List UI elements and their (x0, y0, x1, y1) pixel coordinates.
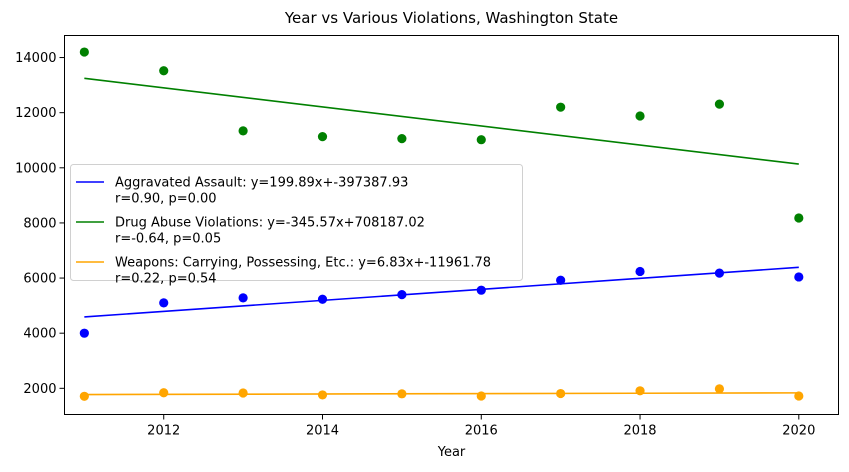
data-point-series-1 (317, 132, 328, 142)
y-tick-label: 8000 (23, 216, 56, 231)
fit-line-series-2 (84, 392, 799, 396)
data-point-series-2 (79, 391, 89, 401)
data-point-series-0 (794, 272, 804, 282)
y-tick-label: 2000 (23, 382, 56, 397)
data-points (79, 47, 804, 401)
data-point-series-1 (397, 133, 407, 144)
x-tick-label: 2014 (306, 424, 339, 439)
data-point-series-2 (635, 386, 645, 396)
data-point-series-1 (556, 102, 566, 112)
data-point-series-2 (317, 390, 328, 400)
data-point-series-0 (635, 266, 645, 277)
data-point-series-2 (476, 391, 486, 401)
x-tick-label: 2016 (465, 424, 498, 439)
y-tick-label: 6000 (23, 272, 56, 287)
data-point-series-1 (476, 135, 486, 145)
data-point-series-0 (238, 293, 248, 303)
y-tick-label: 4000 (23, 327, 56, 342)
x-tick-label: 2020 (782, 424, 815, 439)
fit-line-series-1 (84, 77, 799, 165)
axis-ticks: 2012 2014 2016 2018 2020 2000 4000 6000 8000 1000… (15, 51, 815, 438)
legend-label-line1: Weapons: Carrying, Possessing, Etc.: y=6… (115, 256, 491, 271)
data-point-series-0 (159, 298, 169, 308)
data-point-series-1 (714, 99, 725, 109)
data-point-series-1 (238, 126, 248, 136)
legend-label-line1: Drug Abuse Violations: y=-345.57x+708187… (115, 216, 425, 231)
data-point-series-0 (556, 275, 566, 285)
y-tick-label: 12000 (15, 106, 56, 121)
data-point-series-0 (714, 268, 725, 278)
x-tick-label: 2018 (623, 424, 656, 439)
data-point-series-2 (238, 388, 248, 398)
legend: Aggravated Assault: y=199.89x+-397387.93… (70, 164, 523, 287)
data-point-series-0 (79, 328, 89, 338)
data-point-series-1 (794, 213, 804, 223)
legend-label-line2: r=0.90, p=0.00 (115, 192, 217, 207)
chart-title: Year vs Various Violations, Washington S… (284, 9, 618, 27)
fit-line-series-0 (84, 266, 799, 318)
data-point-series-2 (397, 389, 407, 399)
data-point-series-1 (79, 47, 89, 57)
legend-box (70, 164, 523, 281)
y-tick-label: 10000 (15, 161, 56, 176)
y-tick-label: 14000 (15, 51, 56, 66)
data-point-series-0 (397, 289, 407, 300)
fit-lines (84, 77, 799, 396)
data-point-series-2 (714, 384, 725, 394)
legend-label-line2: r=-0.64, p=0.05 (115, 232, 221, 247)
data-point-series-0 (476, 285, 486, 295)
plot-frame (64, 35, 839, 415)
data-point-series-2 (794, 391, 804, 401)
data-point-series-1 (159, 66, 169, 76)
legend-label-line2: r=0.22, p=0.54 (115, 272, 217, 287)
legend-label-line1: Aggravated Assault: y=199.89x+-397387.93 (115, 176, 408, 191)
x-tick-label: 2012 (147, 424, 180, 439)
data-point-series-1 (635, 111, 645, 121)
data-point-series-2 (159, 388, 169, 398)
data-point-series-2 (556, 388, 566, 399)
x-axis-label: Year (437, 445, 466, 460)
data-point-series-0 (317, 294, 328, 304)
